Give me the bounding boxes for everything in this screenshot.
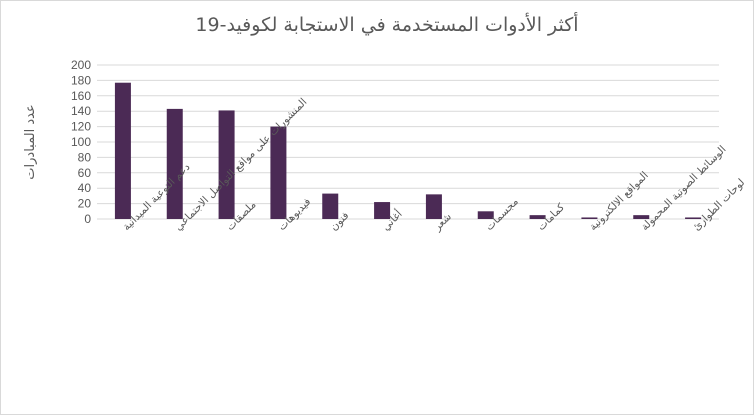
y-tick-label: 180 bbox=[71, 73, 91, 87]
y-tick-label: 60 bbox=[78, 166, 92, 180]
bar bbox=[114, 82, 131, 220]
bar bbox=[633, 215, 650, 219]
bar bbox=[166, 108, 183, 219]
y-tick-label: 100 bbox=[71, 135, 91, 149]
y-axis-label: عدد المبادرات bbox=[23, 104, 38, 179]
chart-title: أكثر الأدوات المستخدمة في الاستجابة لكوف… bbox=[195, 12, 578, 36]
y-tick-label: 160 bbox=[71, 89, 91, 103]
bar bbox=[374, 202, 391, 219]
y-tick-label: 20 bbox=[78, 197, 92, 211]
bar bbox=[218, 110, 235, 219]
y-tick-label: 120 bbox=[71, 120, 91, 134]
bar bbox=[529, 215, 546, 219]
bar bbox=[581, 217, 598, 219]
bar bbox=[477, 211, 494, 219]
gridlines bbox=[97, 64, 719, 220]
x-tick-label: لوحات الطوارئ bbox=[691, 177, 748, 234]
y-tick-label: 140 bbox=[71, 104, 91, 118]
y-tick-label: 80 bbox=[78, 150, 92, 164]
bar bbox=[270, 126, 287, 219]
y-tick-label: 200 bbox=[71, 58, 91, 72]
y-tick-label: 0 bbox=[84, 212, 91, 226]
y-tick-label: 40 bbox=[78, 181, 92, 195]
bar bbox=[685, 217, 702, 219]
bars bbox=[114, 82, 702, 220]
bar bbox=[425, 194, 442, 219]
bar bbox=[322, 193, 339, 219]
